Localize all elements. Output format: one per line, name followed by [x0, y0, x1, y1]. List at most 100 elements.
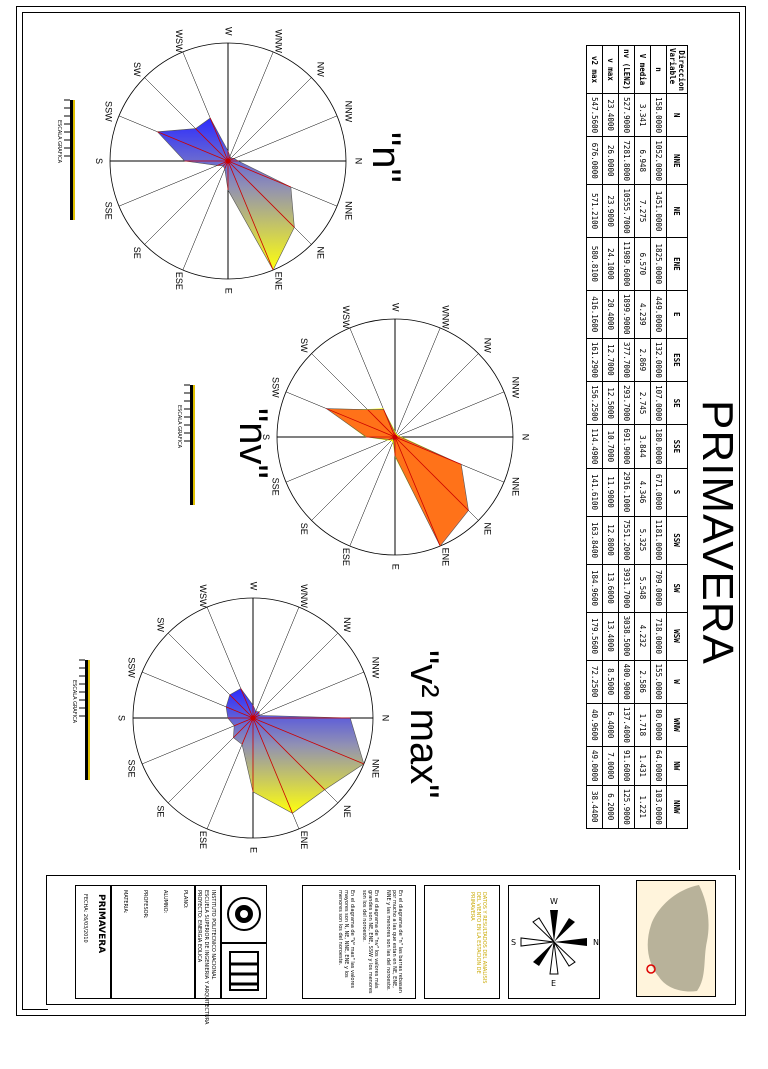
table-cell: 137.4000 [619, 703, 635, 746]
scale-label: ESCALA GRAFICA [71, 680, 77, 724]
table-column-header: NNE [667, 137, 688, 185]
direction-label-nnw: NNW [371, 657, 381, 679]
radar-spoke [253, 607, 299, 718]
table-cell: 40.9600 [587, 703, 603, 746]
table-cell: 1.221 [635, 785, 651, 829]
table-cell: 547.5600 [587, 94, 603, 137]
note-box: DATOS Y RESULTADOS DEL ANALISIS DEL VIEN… [424, 885, 500, 999]
direction-label-ssw: SSW [104, 101, 114, 122]
radar-area-n [157, 118, 294, 270]
radar-spoke [253, 672, 364, 718]
direction-label-wsw: WSW [174, 30, 184, 53]
table-cell: 107.0000 [651, 382, 667, 425]
table-cell: 2.869 [635, 338, 651, 381]
table-column-header: SSW [667, 516, 688, 564]
label-alumno: ALUMNO: [162, 890, 168, 913]
radar-spoke [228, 116, 337, 161]
table-cell: 6.948 [635, 137, 651, 185]
legend-text-v2max: En el diagrama de "V² max" las valores m… [337, 890, 355, 994]
direction-label-ne: NE [342, 805, 352, 818]
table-cell: 3038.5000 [619, 612, 635, 660]
location-map-graphic [637, 881, 715, 996]
table-cell: 293.7000 [619, 382, 635, 425]
direction-label-e: E [249, 847, 259, 853]
table-cell: 38.4400 [587, 785, 603, 829]
label-profesor: PROFESOR: [142, 890, 148, 919]
table-cell: 2916.1000 [619, 468, 635, 516]
table-cell: 141.6100 [587, 468, 603, 516]
direction-label-ese: ESE [341, 548, 351, 566]
note-text: DATOS Y RESULTADOS DEL ANALISIS DEL VIEN… [469, 892, 487, 988]
table-cell: 671.0000 [651, 468, 667, 516]
table-cell: 24.1000 [603, 238, 619, 291]
table-cell: 64.0000 [651, 747, 667, 786]
table-cell: 26.0000 [603, 137, 619, 185]
table-cell: 1.431 [635, 747, 651, 786]
direction-label-wsw: WSW [198, 585, 208, 608]
table-row-header: V media [635, 46, 651, 94]
table-cell: 6.4000 [603, 703, 619, 746]
scale-bar [85, 660, 88, 780]
radar-spoke [312, 437, 395, 520]
table-cell: 4.346 [635, 468, 651, 516]
table-cell: 3931.7000 [619, 564, 635, 612]
radar-center [393, 435, 398, 440]
radar-spoke [395, 328, 440, 437]
table-cell: 163.8400 [587, 516, 603, 564]
direction-label-ese: ESE [198, 831, 208, 849]
direction-label-nne: NNE [344, 201, 354, 220]
table-cell: 3.341 [635, 94, 651, 137]
table-cell: 12.7000 [603, 338, 619, 381]
direction-label-w: W [391, 303, 401, 312]
table-cell: 5.548 [635, 564, 651, 612]
table-cell: 10.7000 [603, 425, 619, 468]
table-cell: 184.9600 [587, 564, 603, 612]
esia-logo-graphic [222, 944, 266, 998]
radar-spoke [119, 161, 228, 206]
table-cell: 7.0000 [603, 747, 619, 786]
table-cell: 132.0000 [651, 338, 667, 381]
direction-label-s: S [117, 715, 127, 721]
compass-w: W [550, 897, 558, 906]
table-cell: 180.0000 [651, 425, 667, 468]
direction-label-se: SE [299, 523, 309, 535]
direction-label-ene: ENE [273, 272, 283, 291]
table-cell: 91.6000 [619, 747, 635, 786]
table-cell: 13.4000 [603, 612, 619, 660]
compass-e: E [551, 979, 556, 988]
chart-label-n: "n" [363, 132, 408, 183]
direction-label-ene: ENE [299, 831, 309, 850]
table-column-header: ESE [667, 338, 688, 381]
project-label: PROYECTO: ENERGIA EOLICA [196, 890, 202, 962]
table-column-header: WNW [667, 703, 688, 746]
table-cell: 527.9000 [619, 94, 635, 137]
fecha-text: FECHA: 26/03/2010 [82, 894, 88, 943]
project-box: INSTITUTO POLITECNICO NACIONAL ESCUELA S… [195, 885, 221, 999]
direction-label-e: E [224, 288, 234, 294]
plano-box: PRIMAVERA FECHA: 26/03/2010 [75, 885, 111, 999]
direction-label-w: W [249, 582, 259, 591]
radar-spoke [350, 437, 395, 546]
table-cell: 676.0000 [587, 137, 603, 185]
scale-bar-color [193, 385, 195, 505]
table-cell: 3.844 [635, 425, 651, 468]
location-map [636, 880, 716, 997]
table-column-header: NW [667, 747, 688, 786]
table-cell: 49.0000 [587, 747, 603, 786]
direction-label-ne: NE [315, 247, 325, 260]
north-arrow-box: N E S W [508, 885, 600, 999]
direction-label-wnw: WNW [299, 584, 309, 608]
table-cell: 400.9000 [619, 660, 635, 703]
direction-label-ssw: SSW [271, 377, 281, 398]
direction-label-sw: SW [132, 62, 142, 77]
table-column-header: NE [667, 185, 688, 238]
table-cell: 7281.8000 [619, 137, 635, 185]
table-cell: 11989.6000 [619, 238, 635, 291]
table-cell: 580.8100 [587, 238, 603, 291]
plano-name: PRIMAVERA [96, 894, 106, 953]
table-cell: 4.239 [635, 290, 651, 338]
